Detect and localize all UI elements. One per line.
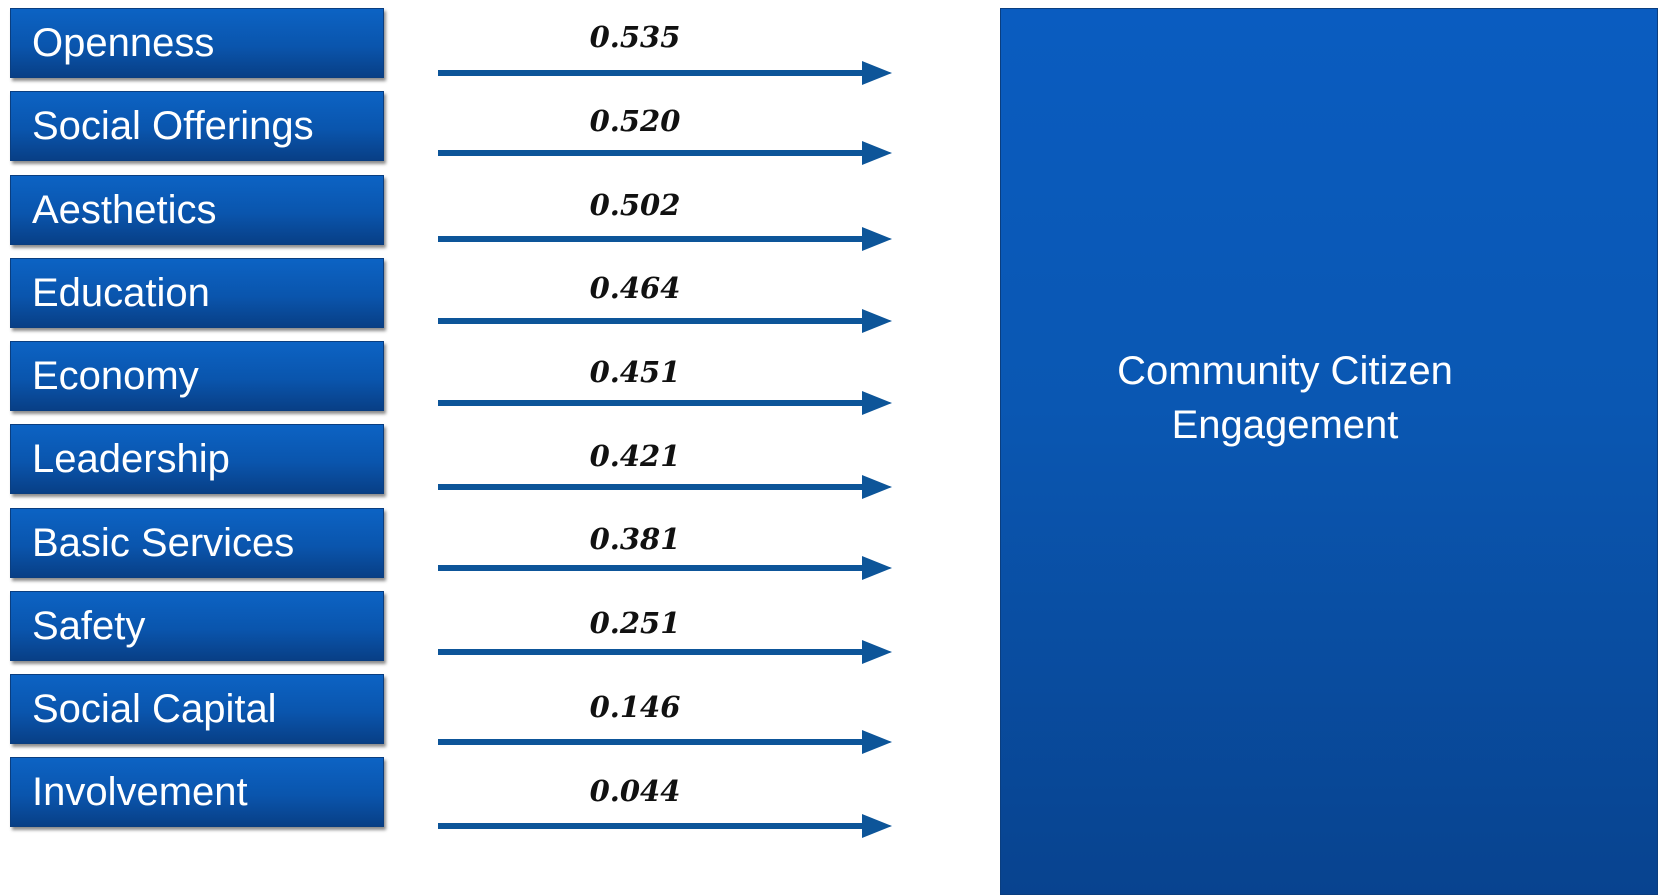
factor-box-education: Education	[10, 258, 384, 328]
arrow-icon	[438, 730, 892, 754]
coefficient-label: 0.451	[589, 355, 681, 389]
arrow-icon	[438, 640, 892, 664]
factor-box-social-offerings: Social Offerings	[10, 91, 384, 161]
arrow-icon	[438, 309, 892, 333]
coefficient-label: 0.502	[589, 188, 681, 222]
factor-label: Education	[32, 270, 210, 315]
factor-box-safety: Safety	[10, 591, 384, 661]
factor-box-economy: Economy	[10, 341, 384, 411]
coefficient-label: 0.520	[589, 104, 681, 138]
target-box: Community Citizen Engagement	[1000, 8, 1658, 895]
arrow-icon	[438, 141, 892, 165]
factor-label: Basic Services	[32, 520, 295, 565]
coefficient-label: 0.421	[589, 439, 681, 473]
arrow-icon	[438, 475, 892, 499]
factor-box-leadership: Leadership	[10, 424, 384, 494]
factor-label: Safety	[32, 603, 146, 648]
factor-box-openness: Openness	[10, 8, 384, 78]
arrow-icon	[438, 227, 892, 251]
coefficient-label: 0.146	[589, 690, 681, 724]
arrow-icon	[438, 556, 892, 580]
arrow-icon	[438, 61, 892, 85]
factor-label: Involvement	[32, 769, 248, 814]
coefficient-label: 0.535	[589, 20, 681, 54]
factor-label: Aesthetics	[32, 187, 217, 232]
coefficient-label: 0.381	[589, 522, 681, 556]
factor-box-social-capital: Social Capital	[10, 674, 384, 744]
arrow-icon	[438, 391, 892, 415]
factor-box-basic-services: Basic Services	[10, 508, 384, 578]
target-label: Community Citizen Engagement	[1117, 349, 1453, 447]
factor-box-involvement: Involvement	[10, 757, 384, 827]
arrow-icon	[438, 814, 892, 838]
factor-label: Social Capital	[32, 686, 277, 731]
coefficient-label: 0.044	[589, 774, 681, 808]
factor-label: Leadership	[32, 436, 230, 481]
factor-label: Openness	[32, 20, 215, 65]
coefficient-label: 0.464	[589, 271, 681, 305]
factor-box-aesthetics: Aesthetics	[10, 175, 384, 245]
factor-label: Social Offerings	[32, 103, 314, 148]
coefficient-label: 0.251	[589, 606, 681, 640]
factor-label: Economy	[32, 353, 199, 398]
